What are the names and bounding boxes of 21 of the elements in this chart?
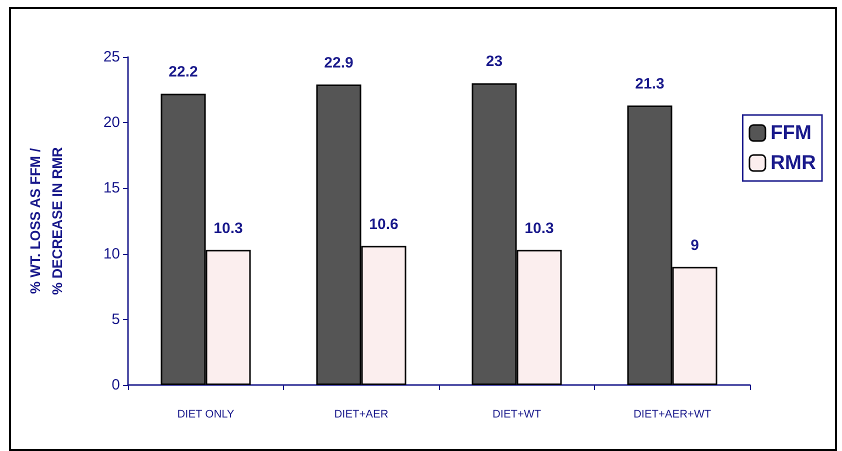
- y-tick-label: 5: [112, 310, 120, 328]
- legend-label: RMR: [770, 152, 817, 174]
- x-tick-label: DIET+AER+WT: [633, 408, 712, 420]
- y-tick-label: 10: [103, 245, 120, 262]
- legend-label: FFM: [770, 122, 812, 144]
- x-tick-label: DIET+AER: [334, 408, 388, 420]
- data-label: 21.3: [635, 76, 664, 93]
- data-label: 10.3: [214, 220, 243, 237]
- x-tick-label: DIET+WT: [492, 408, 542, 420]
- y-axis-title: % WT. LOSS AS FFM / % DECREASE IN RMR: [27, 147, 65, 295]
- data-label: 22.9: [324, 54, 354, 72]
- y-tick-label: 15: [103, 180, 120, 197]
- x-tick-label: DIET ONLY: [177, 408, 235, 420]
- data-label: 10.3: [524, 220, 554, 237]
- data-label: 22.2: [168, 64, 198, 81]
- y-tick-label: 0: [112, 376, 120, 394]
- data-label: 9: [690, 236, 699, 254]
- data-label: 23: [486, 53, 503, 70]
- y-tick-label: 20: [103, 114, 120, 132]
- y-tick-label: 25: [103, 48, 120, 66]
- data-label: 10.6: [369, 216, 398, 233]
